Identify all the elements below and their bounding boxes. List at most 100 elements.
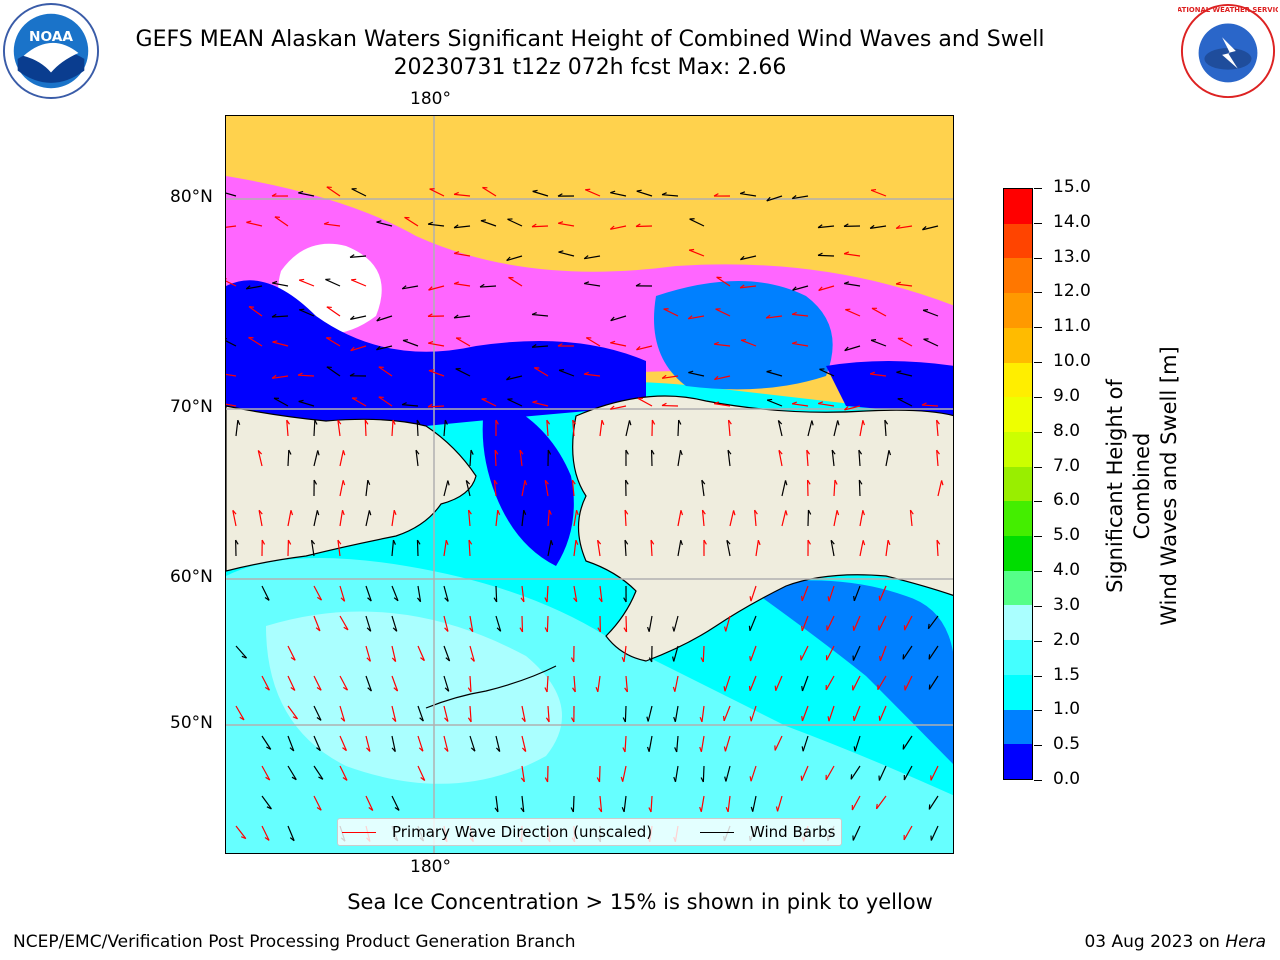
wave-arrow-head [342,776,348,781]
wave-arrow-head [575,539,579,545]
wave-arrow-head [391,657,397,662]
wave-direction-arrow [806,450,809,467]
wave-direction-arrow [754,510,757,527]
wind-barb-flag [622,717,626,723]
wind-barb [506,255,523,262]
wave-direction-arrow [801,765,809,781]
wave-direction-arrow [469,675,472,693]
wind-barb-flag [636,189,642,192]
wind-barb-flag [674,747,678,753]
wind-barb [495,795,499,812]
wave-arrow-head [323,221,330,225]
wave-direction-arrow [725,615,731,632]
wind-barb-flag [830,539,835,545]
wave-arrow-head [862,540,866,546]
wave-arrow-head [818,286,823,291]
wind-barb [455,368,471,377]
alaska-land [572,395,953,662]
wave-direction-arrow [313,675,322,691]
wind-barb-flag [817,252,823,256]
wave-direction-arrow [801,615,809,632]
wind-barb-flag [791,195,797,200]
wind-barb [351,188,367,197]
wave-direction-arrow [623,645,627,662]
wave-direction-arrow [701,705,705,722]
wave-arrow-head [609,225,615,230]
legend-wind-label: Wind Barbs [750,823,836,841]
wave-direction-arrow [326,186,341,197]
aleutian-chain [425,665,557,709]
wind-barb-flag [349,315,355,320]
wave-direction-arrow [818,402,835,407]
wave-arrow-head [725,807,729,813]
wave-arrow-head [326,306,332,309]
wave-direction-arrow [325,337,341,347]
wind-barb [313,450,319,467]
wind-barb [443,585,449,602]
wind-barb [610,315,627,322]
wind-barb-flag [583,281,590,285]
wind-barb-flag [392,539,396,545]
wave-arrow-head [609,405,615,410]
wave-arrow-head [724,626,727,632]
colorbar-segment [1004,709,1032,745]
wave-arrow-head [791,401,798,405]
wind-barb [402,404,419,407]
wave-arrow-head [232,509,237,515]
wave-direction-arrow [897,337,913,347]
wave-direction-arrow [937,480,943,497]
wave-arrow-head [343,626,349,631]
wave-arrow-head [791,311,797,315]
wave-arrow-head [326,186,332,189]
wave-arrow-head [754,509,758,515]
wave-arrow-head [575,510,579,516]
wave-direction-arrow [519,450,523,467]
wave-direction-arrow [844,405,861,411]
colorbar-segment [1004,189,1032,224]
wind-barb [648,735,653,752]
wave-direction-arrow [469,705,472,723]
wind-barb-flag [570,807,574,813]
wave-arrow-head [878,595,881,601]
wave-arrow-head [827,716,830,722]
colorbar-tick-mark [1034,188,1042,189]
wave-arrow-head [274,216,280,218]
colorbar-segment [1004,501,1032,537]
wind-barb [930,825,939,841]
wave-direction-arrow [454,252,471,257]
wind-barb-flag [326,366,332,369]
wind-barb [740,255,757,261]
wave-arrow-head [444,627,449,632]
wave-arrow-head [393,509,397,516]
wave-arrow-head [713,341,719,345]
wind-barb [677,419,680,437]
wind-barb-flag [750,806,754,812]
wave-arrow-head [807,479,811,485]
wind-barb [326,366,341,377]
wave-arrow-head [316,806,322,811]
wave-arrow-head [258,509,263,515]
wave-direction-arrow [324,223,341,227]
wind-barb [495,735,501,752]
wind-barb [521,510,525,527]
wave-arrow-head [316,686,322,691]
wind-barb-flag [858,449,863,455]
wave-direction-arrow [896,225,913,230]
wave-direction-arrow [909,510,913,527]
wave-direction-arrow [904,675,913,691]
wind-barb-flag [480,219,486,222]
wind-barb-flag [367,687,372,692]
wind-barb-flag [557,193,563,197]
wave-arrow-head [834,479,838,485]
wave-direction-arrow [248,306,263,317]
wind-barb-flag [416,419,421,425]
wind-barb [272,282,289,287]
wave-arrow-head [936,539,941,545]
wave-direction-arrow [532,401,549,407]
wind-barb-flag [532,189,538,192]
wave-direction-arrow [272,375,289,379]
wave-direction-arrow [226,403,237,407]
wind-barb [584,255,601,260]
wave-arrow-head [239,716,245,721]
wind-barb-flag [394,806,400,811]
